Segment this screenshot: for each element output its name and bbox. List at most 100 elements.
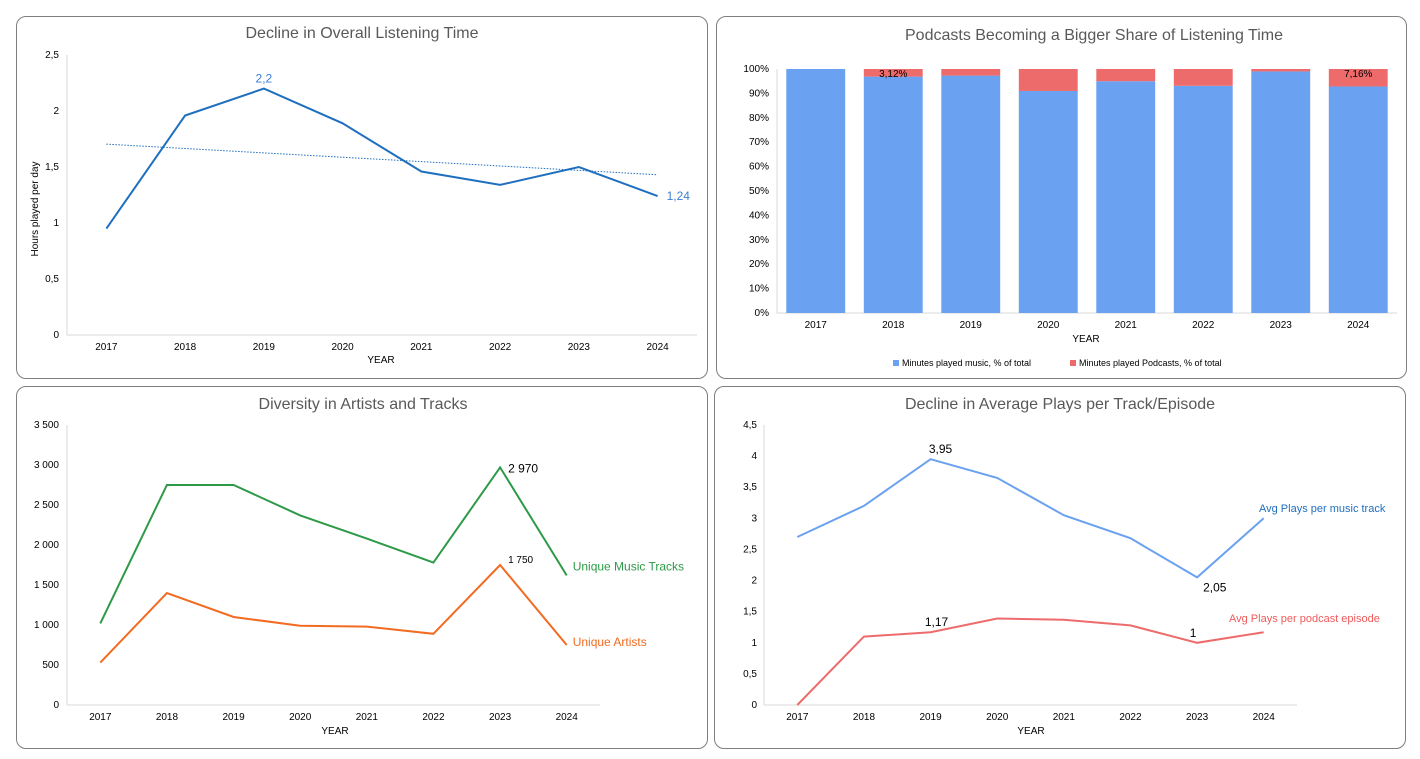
y-tick-label: 20% [749,259,769,270]
x-tick-label: 2017 [95,342,118,353]
legend-swatch [893,360,899,366]
y-tick-label: 4,5 [743,420,757,431]
y-tick-label: 0 [751,700,757,711]
y-tick-label: 90% [749,88,769,99]
chart-panel-listening-time: Decline in Overall Listening Time YEAR H… [16,16,708,379]
y-tick-label: 1,5 [743,607,757,618]
podcast-share-chart: Podcasts Becoming a Bigger Share of List… [743,27,1397,368]
music-share-bar [941,75,1001,313]
x-tick-label: 2020 [289,712,312,723]
music-share-bar [786,69,846,313]
x-axis-label: YEAR [1017,726,1044,737]
series-line-2 [99,563,568,664]
x-axis-label: YEAR [321,726,348,737]
x-tick-label: 2023 [1270,320,1293,331]
chart-title: Decline in Average Plays per Track/Episo… [905,396,1215,413]
x-tick-label: 2022 [1119,712,1142,723]
data-label: 3,12% [879,69,907,80]
series-label: Avg Plays per podcast episode [1229,613,1380,625]
y-tick-label: 50% [749,186,769,197]
x-tick-label: 2020 [986,712,1009,723]
podcast-share-bar [1173,69,1233,86]
series-line-2 [796,617,1264,706]
y-tick-label: 10% [749,284,769,295]
x-tick-label: 2018 [853,712,876,723]
music-share-bar [1018,90,1078,314]
podcast-share-bar [1096,69,1156,82]
x-tick-label: 2019 [253,342,276,353]
y-tick-label: 1 500 [34,580,59,591]
y-tick-label: 100% [743,64,769,75]
chart-panel-avg-plays: Decline in Average Plays per Track/Episo… [714,386,1406,749]
x-tick-label: 2019 [222,712,245,723]
x-tick-label: 2017 [786,712,809,723]
chart-title: Decline in Overall Listening Time [246,25,479,42]
x-tick-label: 2023 [568,342,591,353]
x-tick-label: 2018 [156,712,179,723]
music-share-bar [1328,86,1388,313]
y-tick-label: 0% [755,308,770,319]
data-label: 1 [1190,626,1197,640]
x-tick-label: 2018 [174,342,197,353]
x-tick-label: 2024 [1347,320,1370,331]
x-tick-label: 2018 [882,320,905,331]
x-tick-label: 2022 [422,712,445,723]
y-tick-label: 0,5 [743,669,757,680]
y-tick-label: 2 [53,106,59,117]
data-label: 2,05 [1203,580,1227,594]
y-tick-label: 4 [751,451,757,462]
data-label: 2,2 [256,72,273,86]
y-tick-label: 0 [53,700,59,711]
chart-title: Podcasts Becoming a Bigger Share of List… [905,27,1283,44]
legend-swatch [1070,360,1076,366]
y-tick-label: 2 500 [34,500,59,511]
x-tick-label: 2017 [805,320,828,331]
series-label: Unique Artists [573,635,647,649]
series-line-1 [796,458,1265,579]
music-share-bar [863,76,923,314]
podcast-share-bar [941,69,1001,76]
podcast-share-bar [1251,69,1311,72]
data-label: 1,24 [667,189,691,203]
x-tick-label: 2024 [647,342,670,353]
diversity-chart: Diversity in Artists and Tracks YEAR 0 50… [34,396,684,737]
chart-title: Diversity in Artists and Tracks [259,396,468,413]
y-tick-label: 3 000 [34,460,59,471]
x-tick-label: 2023 [1186,712,1209,723]
data-label: 3,95 [929,442,953,456]
listening-time-chart: Decline in Overall Listening Time YEAR H… [30,25,697,366]
y-tick-label: 2,5 [45,50,59,61]
y-tick-label: 30% [749,235,769,246]
y-tick-label: 3,5 [743,482,757,493]
data-label: 2 970 [508,461,538,475]
y-tick-label: 500 [42,660,59,671]
chart-panel-diversity: Diversity in Artists and Tracks YEAR 0 50… [16,386,708,749]
chart-panel-podcast-share: Podcasts Becoming a Bigger Share of List… [716,16,1407,379]
y-tick-label: 60% [749,162,769,173]
x-tick-label: 2021 [1115,320,1138,331]
music-share-bar [1173,85,1233,313]
series-label: Avg Plays per music track [1259,503,1386,515]
x-tick-label: 2023 [489,712,512,723]
x-tick-label: 2019 [919,712,942,723]
y-tick-label: 1 000 [34,620,59,631]
x-tick-label: 2022 [1192,320,1215,331]
y-tick-label: 70% [749,137,769,148]
podcast-share-bar [1018,69,1078,91]
music-share-bar [1096,81,1156,313]
y-tick-label: 1 [53,218,59,229]
x-tick-label: 2024 [1253,712,1276,723]
series-line-1 [105,87,658,230]
series-label: Unique Music Tracks [573,559,684,573]
y-tick-label: 0,5 [45,274,59,285]
x-axis-label: YEAR [1072,334,1099,345]
series-line-1 [99,465,568,624]
data-label: 1 750 [508,555,533,566]
music-share-bar [1251,71,1311,313]
y-tick-label: 80% [749,113,769,124]
y-tick-label: 2 000 [34,540,59,551]
x-tick-label: 2020 [1037,320,1060,331]
x-tick-label: 2021 [356,712,379,723]
y-tick-label: 40% [749,210,769,221]
x-tick-label: 2021 [410,342,433,353]
